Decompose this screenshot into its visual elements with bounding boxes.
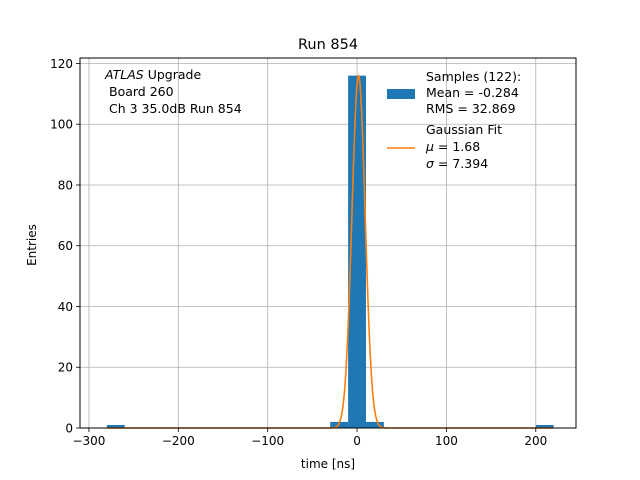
legend-samples-swatch: [387, 89, 415, 99]
y-axis-label: Entries: [25, 224, 39, 266]
legend-samples-mean: Mean = -0.284: [426, 85, 519, 100]
x-axis-label: time [ns]: [301, 457, 355, 471]
axes-frame: [79, 57, 577, 429]
histogram-bar: [330, 421, 349, 428]
legend-mu-value: = 1.68: [434, 139, 480, 154]
legend-mu-symbol: μ: [425, 139, 434, 154]
legend-sigma-symbol: σ: [426, 156, 435, 171]
atlas-annotation: ATLAS Upgrade Board 260 Ch 3 35.0dB Run …: [104, 67, 242, 116]
legend-sigma-value: = 7.394: [434, 156, 488, 171]
histogram-bar: [348, 75, 366, 428]
grid-layer: [80, 58, 576, 429]
x-tick-label: −300: [72, 434, 105, 448]
annotation-line-3: Ch 3 35.0dB Run 854: [109, 101, 242, 116]
ticks-layer: −300 −200 −100 0 100 200 0 20 40 60 80 100 120: [50, 57, 547, 448]
histogram-bar: [106, 424, 125, 428]
histogram-bar: [535, 424, 554, 428]
x-tick-label: 100: [435, 434, 458, 448]
annotation-line-2: Board 260: [109, 84, 174, 99]
legend-fit-sigma: σ = 7.394: [426, 156, 488, 171]
bars-layer: [106, 75, 554, 428]
y-tick-label: 120: [50, 57, 73, 71]
x-tick-label: −100: [251, 434, 284, 448]
y-tick-label: 100: [50, 118, 73, 132]
y-tick-label: 20: [58, 361, 73, 375]
legend-samples-label: Samples (122):: [426, 69, 521, 84]
x-tick-label: −200: [162, 434, 195, 448]
histogram-bar: [365, 421, 384, 428]
legend: Samples (122): Mean = -0.284 RMS = 32.86…: [387, 69, 521, 171]
legend-fit-label: Gaussian Fit: [426, 122, 502, 137]
chart-title: Run 854: [298, 37, 358, 53]
annotation-line-1: ATLAS Upgrade: [104, 67, 201, 82]
y-tick-label: 60: [58, 239, 73, 253]
annotation-upgrade: Upgrade: [144, 67, 202, 82]
annotation-atlas: ATLAS: [104, 67, 144, 82]
legend-samples-rms: RMS = 32.869: [426, 101, 516, 116]
y-tick-label: 80: [58, 178, 73, 192]
x-tick-label: 200: [524, 434, 547, 448]
y-tick-label: 0: [65, 422, 73, 436]
x-tick-label: 0: [353, 434, 361, 448]
y-tick-label: 40: [58, 300, 73, 314]
legend-fit-mu: μ = 1.68: [425, 139, 480, 154]
